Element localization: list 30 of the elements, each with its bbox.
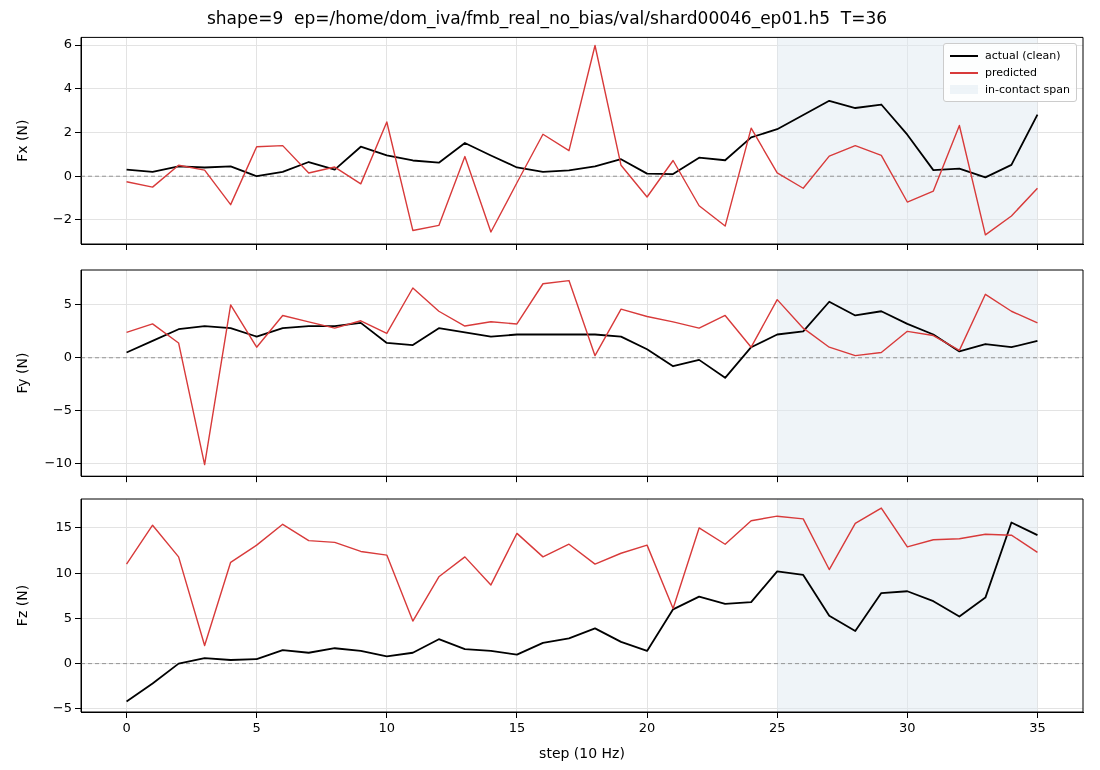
x-tick-label: 0 [122,720,131,736]
y-tick-label: −5 [52,700,72,716]
x-tick-label: 35 [1029,720,1046,736]
y-axis-title: Fz (N) [14,584,31,627]
y-tick-label: 0 [63,167,72,183]
chart-title: shape=9 ep=/home/dom_iva/fmb_real_no_bias/val/shard00046_ep01.h5 T=36 [206,7,888,29]
y-tick-label: −5 [52,402,72,418]
y-tick-label: −10 [44,454,72,470]
band-label: in-contact span [984,83,1070,97]
y-tick-label: 4 [63,80,72,96]
legend-label: predicted [984,66,1038,80]
x-axis-title: step (10 Hz) [539,745,625,762]
y-tick-label: 15 [55,519,72,535]
y-tick-label: 6 [63,36,72,52]
x-tick-label: 5 [252,720,261,736]
y-axis-title: Fy (N) [14,352,31,394]
x-tick-label: 15 [508,720,526,736]
x-tick-label: 30 [899,720,916,736]
y-tick-label: −2 [52,211,72,227]
y-tick-label: 5 [63,609,72,625]
y-tick-label: 2 [63,123,72,139]
y-tick-label: 0 [63,654,72,670]
y-tick-label: 5 [63,296,72,312]
x-tick-label: 25 [768,720,786,736]
y-tick-label: 10 [55,564,72,580]
legend-label: actual (clean) [984,49,1061,63]
y-axis-title: Fx (N) [14,119,31,162]
y-tick-label: 0 [63,349,72,365]
x-tick-label: 10 [378,720,396,736]
x-tick-label: 20 [638,720,656,736]
